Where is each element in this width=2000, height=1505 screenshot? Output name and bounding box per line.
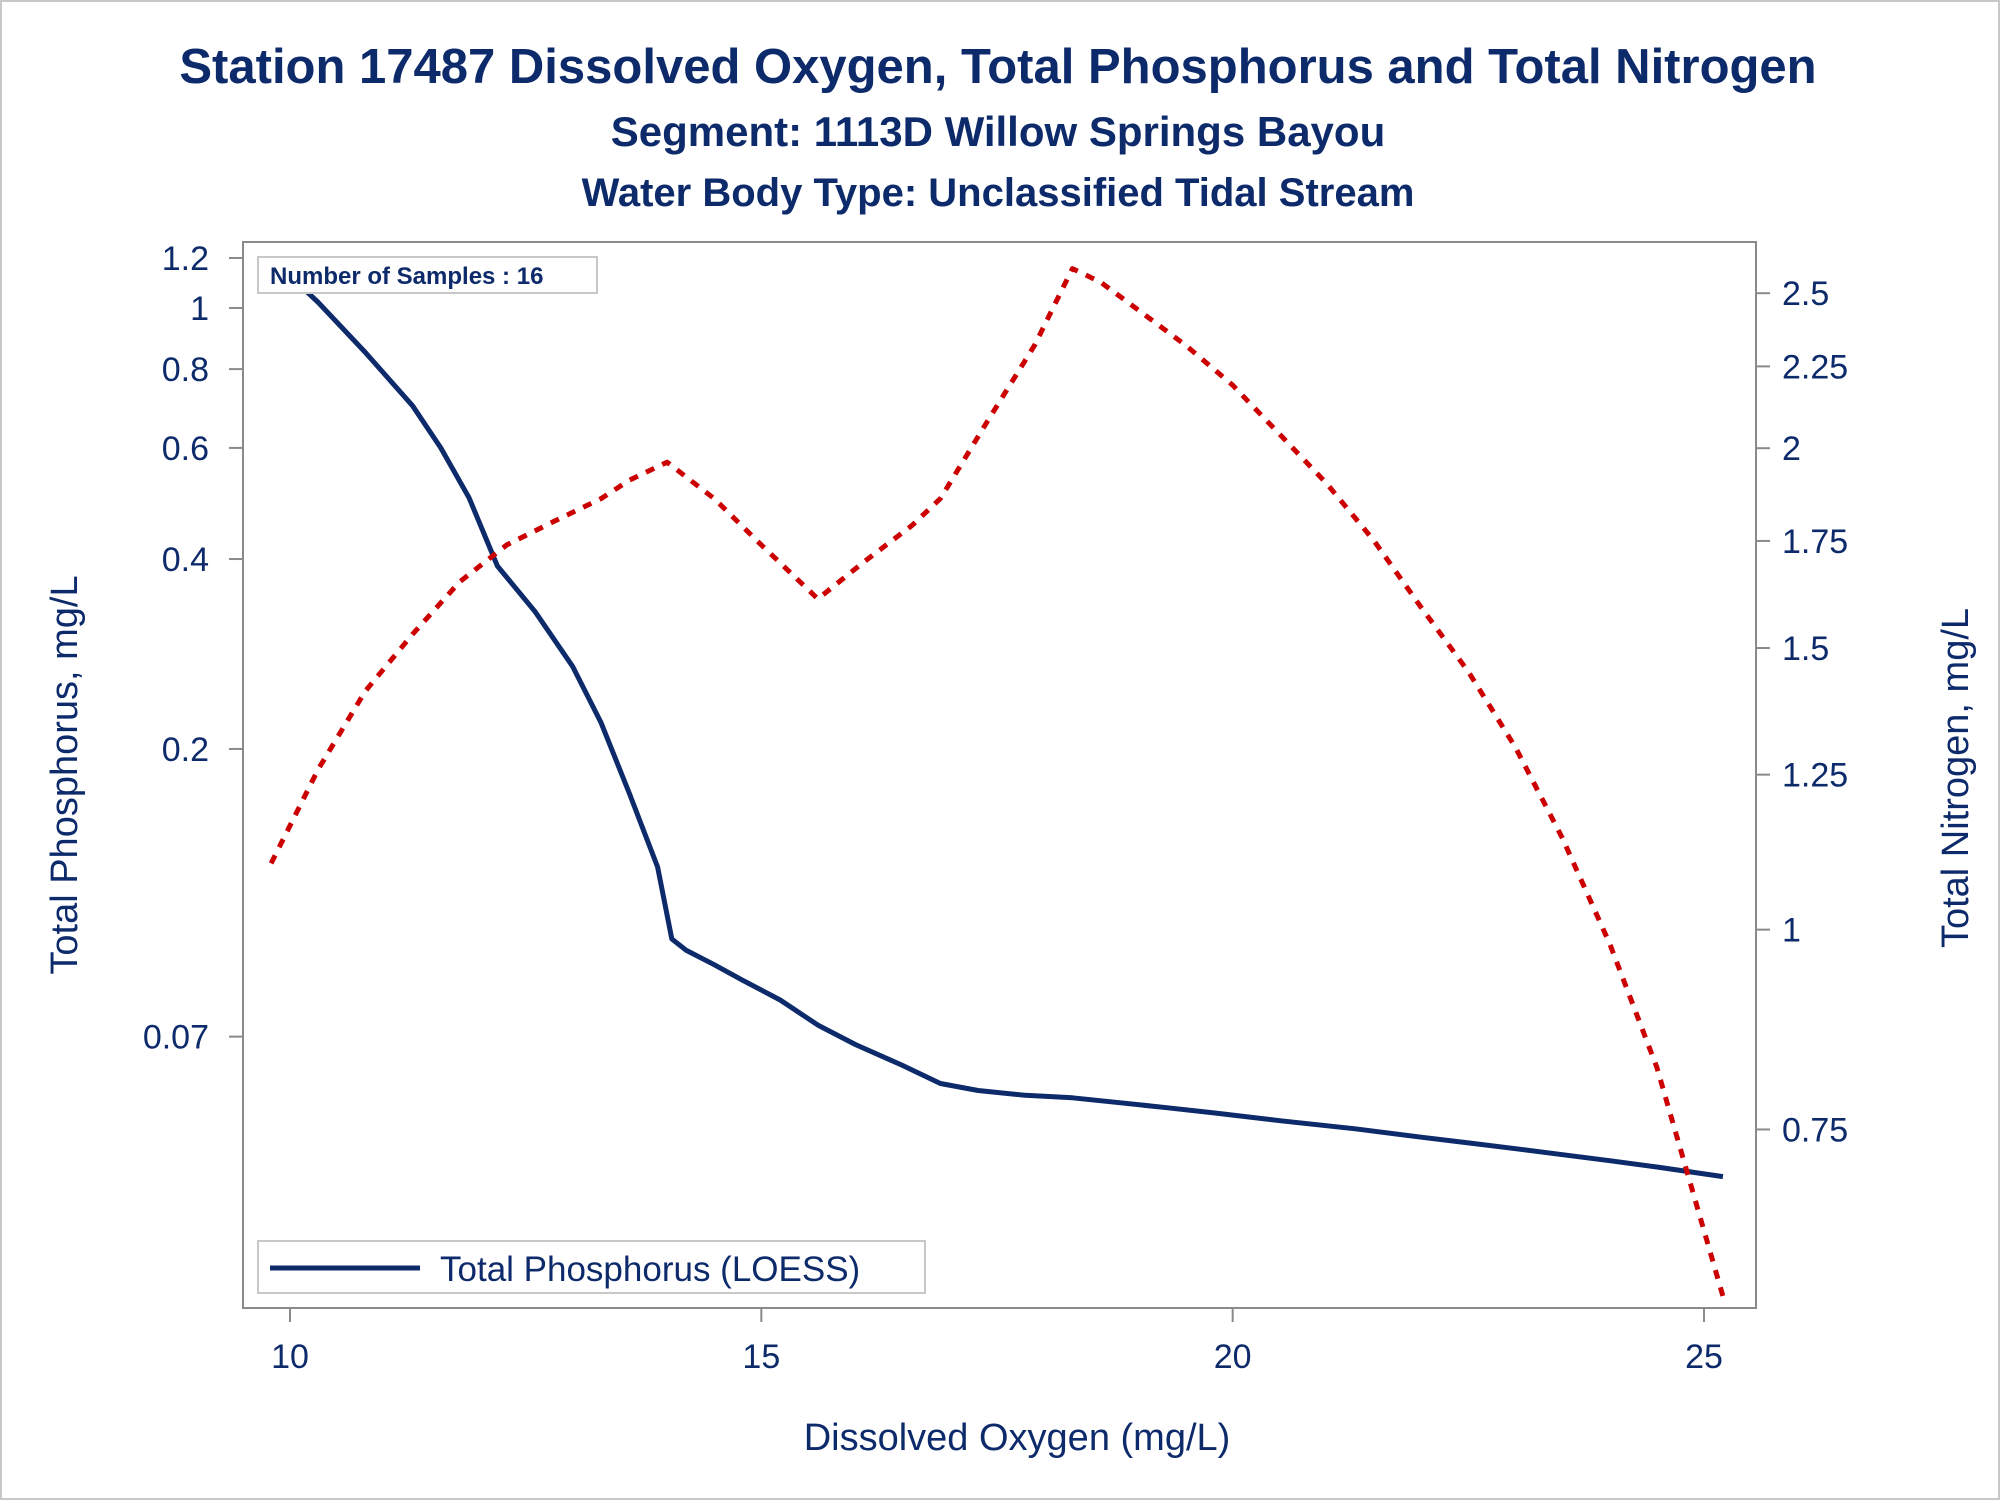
x-axis-title: Dissolved Oxygen (mg/L) [804, 1417, 1231, 1459]
y2-tick-label: 2 [1782, 430, 1801, 468]
y2-tick-label: 2.25 [1782, 348, 1848, 386]
y-axis-left: 0.07 0.2 0.4 0.6 0.8 1 1.2 [143, 240, 243, 1057]
legend: Total Phosphorus (LOESS) [257, 1240, 926, 1294]
y-axis-title: Total Phosphorus, mg/L [44, 575, 86, 974]
inset-box [257, 256, 598, 294]
y-tick-label: 0.4 [162, 541, 209, 579]
y-tick-label: 1 [190, 290, 209, 328]
x-axis: 10 15 20 25 [271, 1308, 1723, 1376]
x-tick-label: 20 [1214, 1338, 1252, 1376]
chart-subtitle-2: Water Body Type: Unclassified Tidal Stre… [582, 171, 1415, 215]
y2-axis-title: Total Nitrogen, mg/L [1935, 608, 1977, 948]
y-tick-label: 0.2 [162, 731, 209, 769]
x-tick-label: 25 [1685, 1338, 1723, 1376]
y-tick-label: 1.2 [162, 240, 209, 278]
y2-tick-label: 1.75 [1782, 523, 1848, 561]
chart-subtitle: Segment: 1113D Willow Springs Bayou [611, 108, 1385, 155]
y-axis-right: 0.75 1 1.25 1.5 1.75 2 2.25 2.5 [1756, 275, 1848, 1149]
inset-label: Number of Samples : 16 [270, 263, 543, 290]
x-tick-label: 10 [271, 1338, 309, 1376]
y2-tick-label: 0.75 [1782, 1111, 1848, 1149]
x-tick-label: 15 [742, 1338, 780, 1376]
y2-tick-label: 1 [1782, 912, 1801, 950]
y2-tick-label: 2.5 [1782, 275, 1829, 313]
y-tick-label: 0.07 [143, 1019, 209, 1057]
series-layer [268, 256, 1726, 1297]
legend-entry-phosphorus: Total Phosphorus (LOESS) [440, 1250, 860, 1289]
series-line-nitrogen [268, 266, 1726, 1297]
y-tick-label: 0.8 [162, 351, 209, 389]
y-tick-label: 0.6 [162, 430, 209, 468]
y2-tick-label: 1.5 [1782, 630, 1829, 668]
y2-tick-label: 1.25 [1782, 757, 1848, 795]
chart-title: Station 17487 Dissolved Oxygen, Total Ph… [179, 40, 1816, 94]
